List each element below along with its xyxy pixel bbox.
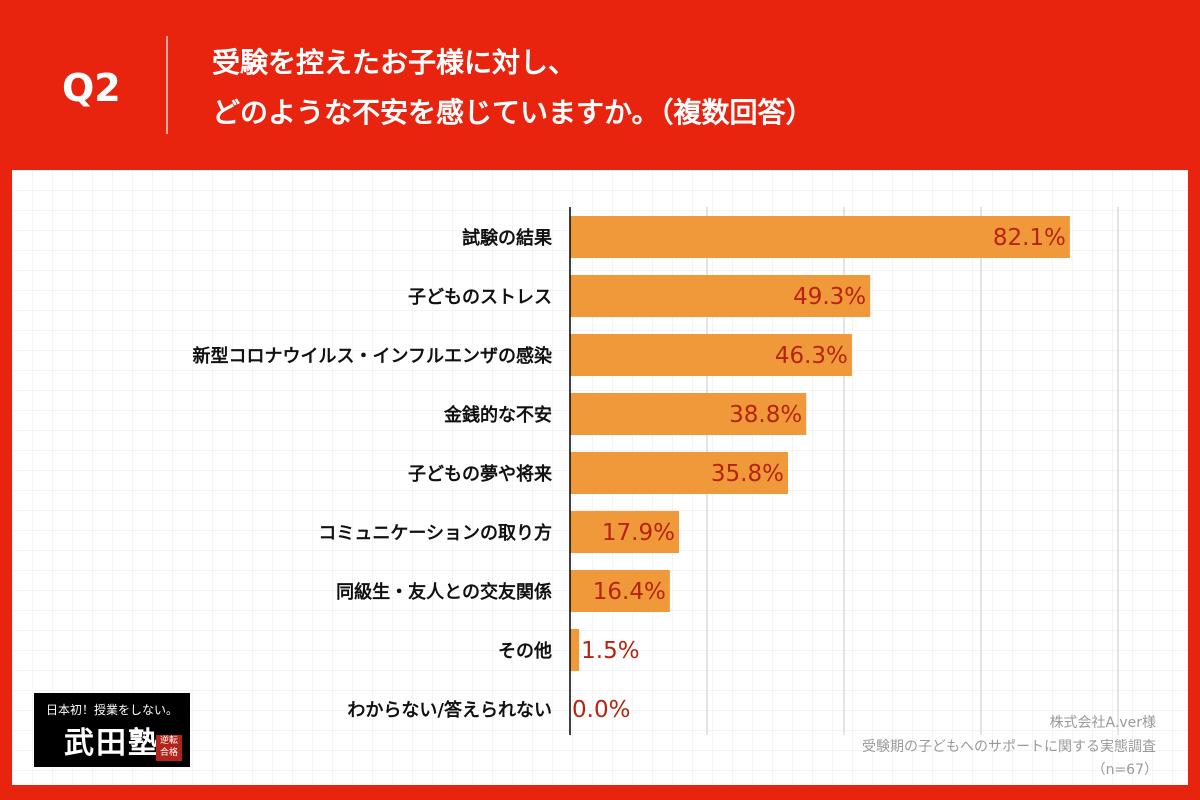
bar bbox=[570, 334, 852, 376]
logo-badge: 逆転合格 bbox=[156, 735, 182, 761]
bar bbox=[570, 275, 871, 317]
question-number: Q2 bbox=[62, 66, 121, 110]
value-label: 82.1% bbox=[993, 225, 1066, 251]
category-label: 子どものストレス bbox=[408, 287, 552, 308]
logo-tagline: 日本初！授業をしない。 bbox=[45, 703, 178, 717]
category-label: わからない/答えられない bbox=[347, 699, 552, 721]
sample-size: （n=67） bbox=[1091, 762, 1158, 778]
logo: 日本初！授業をしない。 武田塾 逆転合格 bbox=[34, 693, 190, 767]
source-survey: 受験期の子どもへのサポートに関する実態調査 bbox=[862, 739, 1156, 755]
source-company: 株式会社A.ver様 bbox=[1049, 715, 1156, 731]
value-label: 35.8% bbox=[711, 461, 784, 487]
category-label: 金銭的な不安 bbox=[443, 404, 552, 426]
title-line-2: どのような不安を感じていますか。（複数回答） bbox=[212, 96, 814, 129]
category-label: 新型コロナウイルス・インフルエンザの感染 bbox=[193, 345, 553, 367]
category-label: その他 bbox=[498, 640, 552, 662]
bar bbox=[570, 452, 788, 494]
value-label: 38.8% bbox=[729, 402, 802, 428]
bar bbox=[570, 629, 580, 671]
value-label: 0.0% bbox=[572, 697, 630, 723]
header-divider bbox=[166, 36, 168, 134]
value-label: 46.3% bbox=[775, 343, 848, 369]
value-label: 16.4% bbox=[593, 579, 666, 605]
logo-name: 武田塾 bbox=[64, 726, 160, 761]
category-label: 試験の結果 bbox=[462, 227, 553, 249]
value-label: 17.9% bbox=[602, 520, 675, 546]
value-label: 49.3% bbox=[793, 284, 866, 310]
question-title: 受験を控えたお子様に対し、 どのような不安を感じていますか。（複数回答） bbox=[212, 38, 813, 138]
category-label: 子どもの夢や将来 bbox=[408, 463, 553, 485]
title-line-1: 受験を控えたお子様に対し、 bbox=[212, 46, 577, 79]
bar bbox=[570, 570, 670, 612]
bar bbox=[570, 511, 679, 553]
category-label: 同級生・友人との交友関係 bbox=[336, 581, 552, 603]
value-label: 1.5% bbox=[581, 638, 639, 664]
category-label: コミュニケーションの取り方 bbox=[318, 522, 552, 544]
bar bbox=[570, 216, 1070, 258]
bar bbox=[570, 393, 807, 435]
